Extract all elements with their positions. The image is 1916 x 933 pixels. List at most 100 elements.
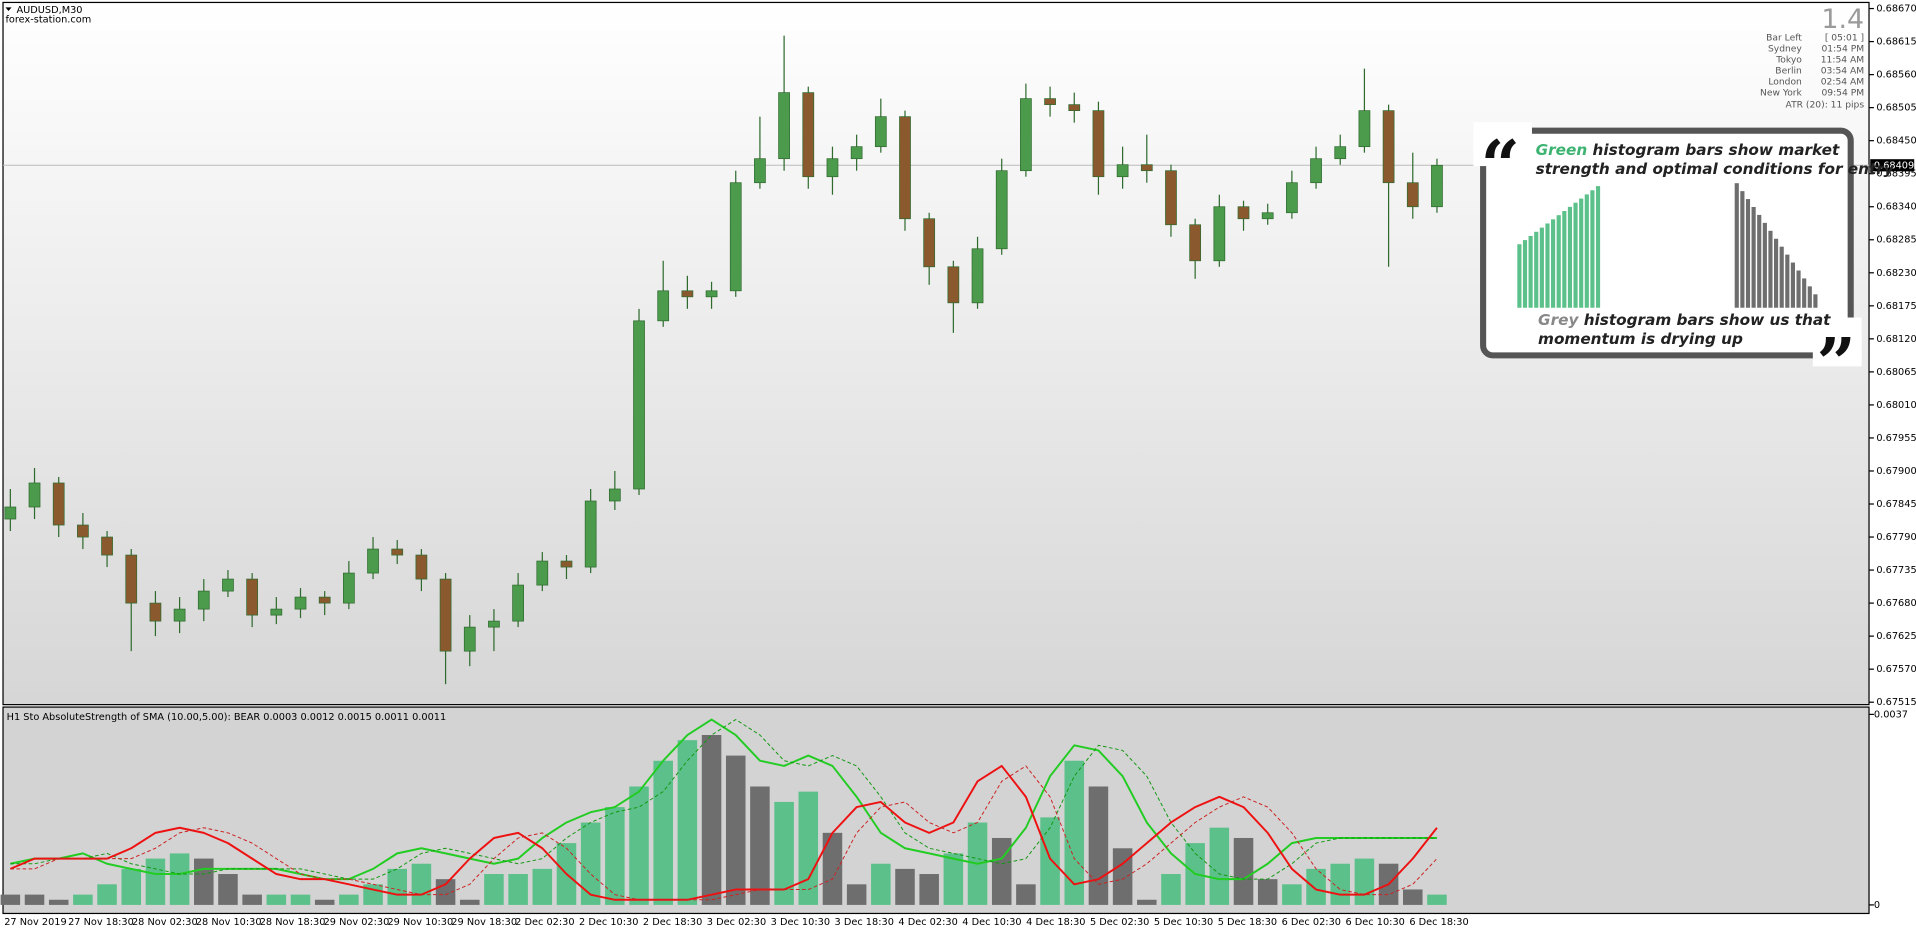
histogram-bar	[1088, 786, 1109, 905]
candle-body	[1261, 212, 1274, 220]
candle-body	[1310, 158, 1322, 184]
candle-body	[923, 218, 936, 268]
info-label: Berlin	[1775, 66, 1802, 76]
y-tick-label: 0.68340	[1876, 202, 1916, 213]
y-tick-label: 0.67790	[1876, 532, 1916, 543]
histogram-bar	[846, 884, 867, 905]
open-quote: “	[1481, 126, 1520, 206]
info-value: 03:54 AM	[1821, 66, 1864, 76]
x-tick-label: 5 Dec 10:30	[1154, 917, 1213, 928]
candle-body	[826, 158, 839, 178]
signal-line	[10, 719, 1437, 880]
candle-body	[1237, 206, 1250, 220]
illustration-bar	[1551, 219, 1556, 308]
y-tick-label: 0.68065	[1876, 367, 1916, 378]
x-tick-label: 27 Nov 2019	[4, 917, 66, 928]
histogram-bar	[508, 874, 528, 905]
histogram-bar	[943, 853, 964, 905]
histogram-bar	[991, 837, 1012, 905]
y-tick-label: 0.68230	[1876, 268, 1916, 279]
histogram-bar	[1016, 884, 1036, 905]
illustration-bar	[1734, 183, 1739, 308]
histogram-bar	[387, 868, 407, 905]
candle-body	[971, 248, 984, 304]
info-value: 11:54 AM	[1821, 55, 1864, 65]
illustration-bar	[1796, 270, 1801, 308]
candle-body	[754, 158, 766, 184]
signal-line	[10, 765, 1438, 901]
candle-body	[1092, 110, 1105, 178]
y-tick-label: 0.68560	[1876, 70, 1916, 81]
indicator-line	[9, 764, 1438, 901]
y-tick-label: 0.68615	[1876, 37, 1916, 48]
candle-body	[488, 620, 500, 628]
histogram-bar	[1137, 899, 1157, 905]
histogram-bar	[605, 807, 625, 905]
info-value: [ 05:01 ]	[1825, 33, 1864, 43]
info-label: London	[1768, 77, 1802, 87]
histogram-bar	[1064, 760, 1085, 905]
close-quote: ”	[1817, 324, 1856, 404]
symbol-title: AUDUSD,M30	[16, 5, 82, 16]
y-tick-label: 0.67515	[1876, 697, 1916, 708]
y-tick-label: 0.68285	[1876, 235, 1916, 246]
illustration-bar	[1807, 286, 1812, 308]
candle-body	[52, 482, 65, 526]
content: 0.68670 0.68615 0.68560 0.68505 0.68450 0.683…	[0, 4, 1916, 928]
y-tick-label: 0.67955	[1876, 433, 1916, 444]
candle-body	[705, 290, 718, 298]
x-tick-label: 3 Dec 02:30	[707, 917, 766, 928]
candle-body	[149, 602, 162, 622]
candle-body	[1431, 164, 1443, 208]
illustration-bar	[1768, 230, 1773, 308]
candle-body	[1406, 182, 1419, 208]
candle-body	[1044, 98, 1056, 106]
current-price-label: 0.68409	[1874, 160, 1914, 171]
x-tick-label: 6 Dec 18:30	[1409, 917, 1468, 928]
atr: ATR (20): 11 pips	[1786, 101, 1865, 111]
candle-body	[778, 92, 790, 160]
x-tick-label: 4 Dec 02:30	[898, 917, 957, 928]
illustration-bar	[1590, 190, 1595, 308]
candle-body	[899, 116, 911, 220]
x-tick-label: 4 Dec 10:30	[962, 917, 1021, 928]
candle-body	[1165, 170, 1177, 226]
candle-body	[1382, 110, 1395, 184]
illustration-bar	[1790, 262, 1796, 308]
candle-body	[1116, 164, 1129, 178]
illustration-bar	[1751, 206, 1756, 308]
x-tick-label: 28 Nov 10:30	[196, 917, 262, 928]
x-tick-label: 2 Dec 02:30	[515, 917, 574, 928]
illustration-bar	[1517, 244, 1522, 308]
info-label: Tokyo	[1775, 55, 1802, 65]
histogram-bar	[1209, 827, 1230, 905]
quote-gap	[1473, 122, 1532, 167]
candle-body	[512, 584, 524, 622]
y-tick-label: 0.67900	[1876, 466, 1916, 477]
x-tick-label: 29 Nov 10:30	[387, 917, 453, 928]
histogram-bar	[290, 894, 311, 905]
candle-body	[463, 626, 476, 652]
callout-illustration	[1517, 183, 1818, 308]
indicator-title: H1 Sto AbsoluteStrength of SMA (10.00,5.…	[7, 712, 447, 723]
candle-body	[657, 290, 670, 322]
illustration-bar	[1573, 202, 1578, 308]
candle-body	[608, 488, 621, 502]
illustration-bar	[1757, 214, 1762, 308]
histogram-bar	[242, 894, 262, 905]
green-word: Green	[1536, 141, 1588, 159]
x-tick-label: 27 Nov 18:30	[68, 917, 134, 928]
histogram-bar	[314, 899, 335, 905]
histogram-bar	[629, 786, 649, 905]
histogram-bar	[266, 894, 287, 905]
histogram-bar	[1040, 817, 1060, 905]
histogram-bar	[750, 786, 770, 905]
illustration-bar	[1528, 235, 1533, 308]
candle-body	[222, 578, 234, 592]
histogram-bar	[871, 863, 891, 905]
histogram-bar	[0, 894, 21, 905]
callout-line: Grey histogram bars show us that	[1538, 310, 1831, 328]
watermark: forex-station.com	[5, 15, 91, 26]
histogram-bar	[1427, 894, 1447, 905]
